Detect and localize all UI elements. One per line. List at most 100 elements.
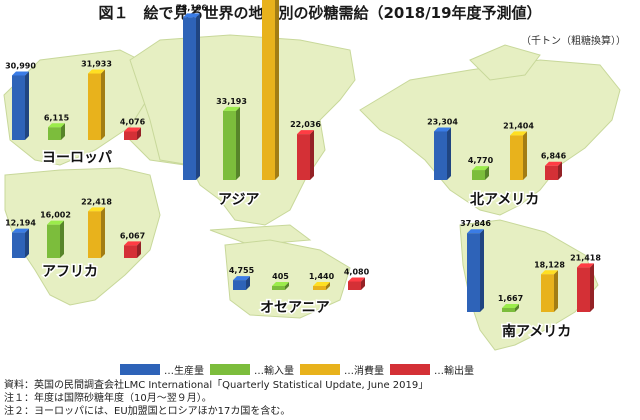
legend-swatch-production: [120, 363, 160, 375]
bar-top-consumption: [510, 131, 527, 136]
bar-top-exports: [577, 263, 594, 268]
bar-top-imports: [472, 166, 489, 171]
bar-imports: [48, 127, 61, 140]
bar-side-exports: [310, 130, 314, 180]
bar-side-imports: [236, 106, 240, 180]
bar-side-production: [480, 229, 484, 312]
region-label: ヨーロッパ: [42, 150, 112, 166]
bar-exports: [124, 245, 137, 258]
bar-top-exports: [124, 241, 141, 246]
bar-imports: [502, 308, 515, 312]
bar-side-consumption: [326, 282, 330, 290]
bar-top-consumption: [313, 282, 330, 286]
bar-value-label: 31,933: [81, 60, 112, 69]
bar-imports: [272, 286, 285, 290]
bar-top-imports: [502, 304, 519, 308]
bar-top-consumption: [88, 207, 105, 212]
region-group: 23,304 4,770 21,404 6,846 北アメリカ: [427, 117, 567, 209]
land-europe: [3, 49, 161, 166]
bar-top-consumption: [541, 270, 558, 275]
bar-side-exports: [590, 263, 594, 312]
bar-side-consumption: [523, 131, 527, 180]
bar-top-production: [434, 127, 451, 132]
bar-production: [183, 17, 196, 180]
chart-legend: …生産量 …輸入量 …消費量 …輸出量: [120, 360, 540, 378]
bar-value-label: 6,067: [120, 231, 145, 240]
bar-value-label: 6,846: [541, 152, 567, 161]
legend-label-exports: …輸出量: [434, 365, 474, 377]
bar-imports: [223, 110, 236, 180]
bar-exports: [577, 267, 590, 312]
bar-value-label: 21,404: [503, 121, 534, 130]
bar-value-label: 22,036: [290, 120, 321, 129]
bar-consumption: [262, 0, 275, 180]
bar-side-exports: [558, 161, 562, 180]
bar-top-exports: [545, 161, 562, 166]
bar-exports: [348, 281, 361, 290]
bar-value-label: 4,076: [120, 118, 146, 127]
bar-value-label: 1,440: [309, 272, 335, 281]
land-indonesia: [209, 224, 312, 246]
bar-side-consumption: [101, 69, 105, 140]
legend-item-production: …生産量: [120, 360, 204, 378]
source-notes: 資料：英国の民間調査会社LMC International「Quarterly …: [4, 379, 428, 418]
bar-value-label: 33,193: [216, 97, 247, 106]
land-australia: [224, 239, 351, 319]
bar-value-label: 22,418: [81, 197, 112, 206]
bar-top-imports: [223, 106, 240, 111]
bar-consumption: [541, 274, 554, 312]
bar-side-production: [196, 13, 200, 180]
bar-side-imports: [61, 123, 65, 140]
bar-value-label: 78,106: [176, 3, 207, 12]
land-greenland: [469, 44, 541, 81]
legend-item-consumption: …消費量: [300, 360, 384, 378]
bar-top-imports: [48, 123, 65, 128]
bar-production: [12, 232, 25, 258]
bar-top-production: [12, 71, 29, 76]
region-label: アフリカ: [42, 264, 98, 280]
bar-side-exports: [361, 277, 365, 290]
bar-side-production: [25, 228, 29, 258]
bar-production: [434, 131, 447, 180]
region-label: アジア: [218, 192, 259, 208]
bar-value-label: 16,002: [40, 211, 71, 220]
bar-top-exports: [124, 127, 141, 132]
bar-value-label: 37,846: [460, 219, 491, 228]
bar-side-production: [25, 71, 29, 140]
region-label: 南アメリカ: [502, 323, 571, 340]
world-map-chart: 30,9906,11531,9334,076ヨーロッパ78,10633,1938…: [3, 0, 621, 351]
region-group: 30,990 6,115 31,933 4,076 ヨーロッパ: [5, 60, 146, 168]
region-group: 4,755 405 1,440 4,080 オセアニア: [229, 266, 370, 317]
bar-exports: [124, 131, 137, 140]
region-group: 37,846 1,667 18,128 21,418 南アメリカ: [460, 219, 601, 341]
bar-value-label: 21,418: [570, 253, 601, 262]
bar-value-label: 1,667: [498, 294, 523, 303]
legend-swatch-imports: [210, 363, 250, 375]
bar-value-label: 4,770: [468, 156, 494, 165]
legend-label-imports: …輸入量: [254, 365, 294, 377]
bar-consumption: [88, 73, 101, 140]
bar-side-imports: [515, 304, 519, 312]
bar-top-consumption: [88, 69, 105, 74]
bar-value-label: 30,990: [5, 61, 36, 70]
bar-consumption: [88, 211, 101, 258]
region-group: 12,194 16,002 22,418 6,067 アフリカ: [5, 197, 145, 281]
bar-top-exports: [297, 130, 314, 135]
bar-imports: [47, 224, 60, 258]
bar-side-production: [246, 276, 250, 290]
bar-value-label: 18,128: [534, 260, 565, 269]
bar-side-consumption: [554, 270, 558, 312]
bar-top-imports: [47, 220, 64, 225]
bar-production: [467, 233, 480, 312]
legend-item-exports: …輸出量: [390, 360, 474, 378]
legend-label-consumption: …消費量: [344, 365, 384, 377]
unit-label: （千トン（粗糖換算））: [521, 36, 626, 47]
bar-value-label: 12,194: [5, 219, 36, 228]
region-label: オセアニア: [260, 300, 330, 316]
bar-side-imports: [485, 166, 489, 180]
bar-value-label: 23,304: [427, 117, 458, 126]
bar-side-imports: [60, 220, 64, 258]
bar-value-label: 4,755: [229, 266, 255, 275]
bar-top-imports: [272, 282, 289, 286]
bar-consumption: [313, 286, 326, 290]
